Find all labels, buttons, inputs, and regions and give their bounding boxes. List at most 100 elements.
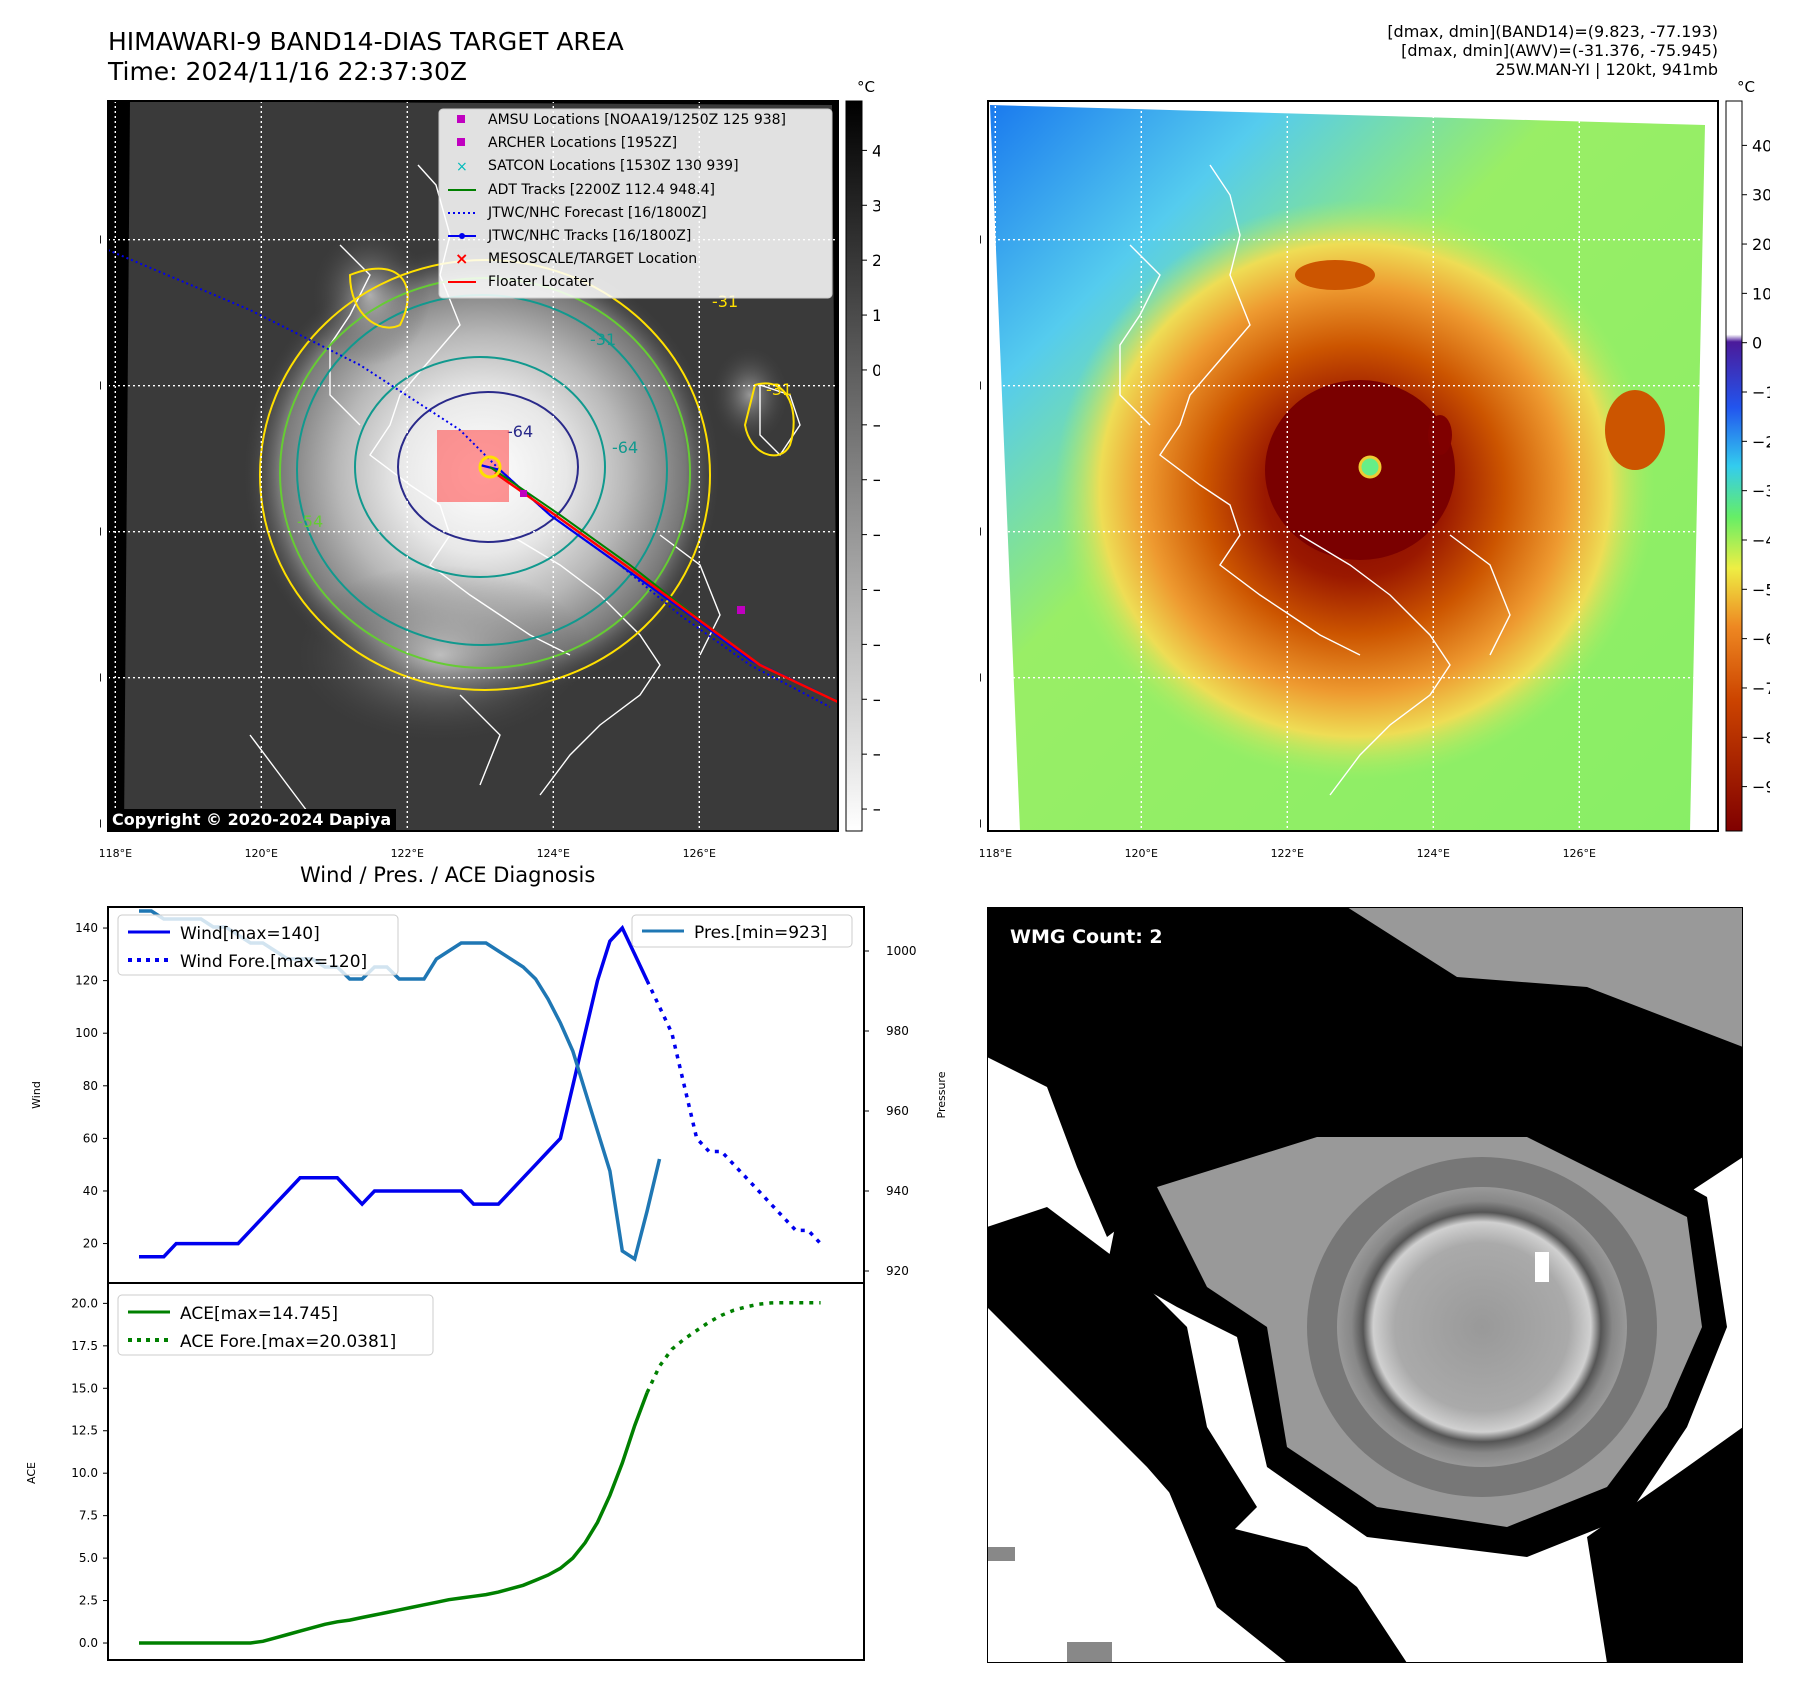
lat-tick-label: 18°N <box>100 234 102 247</box>
wind-forecast-series-line <box>645 979 822 1245</box>
legend-amsu-icon <box>457 115 465 123</box>
colorbar-tick-label: −10 <box>872 416 880 435</box>
wind-tick-label: 60 <box>83 1131 98 1145</box>
colorbar-tick-label: −50 <box>872 635 880 654</box>
lon-tick-label: 126°E <box>1563 847 1596 860</box>
contour-label: -54 <box>297 512 323 531</box>
ace-tick-label: 0.0 <box>79 1636 98 1650</box>
lon-tick-label: 124°E <box>1417 847 1450 860</box>
ace-panel-frame <box>107 1282 865 1661</box>
colorbar-tick-label: 20 <box>1752 235 1770 254</box>
ace-lines <box>139 1300 821 1645</box>
wind-tick-label: 120 <box>75 974 98 988</box>
pressure-tick-label: 940 <box>886 1184 909 1198</box>
lat-tick-label: 12°N <box>100 672 102 685</box>
lon-tick-label: 120°E <box>1125 847 1158 860</box>
ace-tick-label: 10.0 <box>71 1466 98 1480</box>
ace-tick-label: 15.0 <box>71 1381 98 1395</box>
colorbar-tick-label: 30 <box>872 196 880 215</box>
ace-axis-ticks: 0.0 2.5 5.0 7.5 10.0 12.5 15.0 17.5 20.0 <box>71 1296 108 1650</box>
ir-axis-ticks: 118°E 120°E 122°E 124°E 126°E 18°N 16°N 14°N 12°… <box>100 234 716 860</box>
pressure-legend: Pres.[min=923] <box>631 914 853 948</box>
colorbar-tick-label: 40 <box>872 141 880 160</box>
wv-colorbar-ticks: 40 30 20 10 0 −10 −20 −30 −40 −50 −60 −70 −80 −90 <box>1742 136 1770 797</box>
wind-tick-label: 140 <box>75 921 98 935</box>
ace-tick-label: 12.5 <box>71 1424 98 1438</box>
ace-tick-label: 7.5 <box>79 1509 98 1523</box>
ace-tick-label: 5.0 <box>79 1551 98 1565</box>
ace-legend: ACE[max=14.745] ACE Fore.[max=20.0381] <box>117 1294 434 1356</box>
wv-coastlines <box>1119 164 1511 796</box>
eye-center-pixel <box>1535 1252 1549 1282</box>
pressure-axis-ticks: 920 940 960 980 1000 <box>864 944 917 1278</box>
ace-forecast-series-line <box>645 1300 821 1394</box>
colorbar-tick-label: −80 <box>1752 728 1770 747</box>
ir-colorbar <box>845 100 863 832</box>
amsu-marker <box>737 606 745 614</box>
lat-tick-label: 16°N <box>980 380 982 393</box>
lat-tick-label: 12°N <box>980 672 982 685</box>
wv-colorbar-unit: °C <box>1737 78 1755 96</box>
contour-label: -64 <box>507 422 533 441</box>
colorbar-tick-label: −40 <box>1752 531 1770 550</box>
legend-label: ARCHER Locations [1952Z] <box>488 135 677 151</box>
legend-label: MESOSCALE/TARGET Location <box>488 251 697 267</box>
wind-tick-label: 80 <box>83 1079 98 1093</box>
colorbar-tick-label: −40 <box>872 580 880 599</box>
wind-legend: Wind[max=140] Wind Fore.[max=120] <box>117 914 399 976</box>
colorbar-tick-label: 20 <box>872 251 880 270</box>
legend-label: JTWC/NHC Forecast [16/1800Z] <box>487 205 707 221</box>
lat-tick-label: 14°N <box>100 526 102 539</box>
colorbar-tick-label: −60 <box>1752 630 1770 649</box>
wind-ylabel: Wind <box>30 1081 43 1109</box>
storm-info: 25W.MAN-YI | 120kt, 941mb <box>1495 60 1718 79</box>
lat-tick-label: 10°N <box>980 818 982 831</box>
ir-colorbar-unit: °C <box>857 78 875 96</box>
lon-tick-label: 118°E <box>100 847 132 860</box>
legend-satcon-icon: × <box>456 159 468 175</box>
archer-marker <box>520 490 527 497</box>
colorbar-tick-label: −20 <box>872 471 880 490</box>
lon-tick-label: 118°E <box>980 847 1012 860</box>
copyright-badge: Copyright © 2020-2024 Dapiya <box>107 809 397 830</box>
legend-target-icon: × <box>455 249 468 268</box>
legend-label: Wind[max=140] <box>180 924 320 944</box>
legend-label: ACE Fore.[max=20.0381] <box>180 1332 396 1352</box>
wmg-count-badge: WMG Count: 2 <box>1002 922 1171 952</box>
pressure-tick-label: 920 <box>886 1264 909 1278</box>
wv-eye <box>1358 455 1382 479</box>
legend-label: ACE[max=14.745] <box>180 1304 338 1324</box>
legend-label: Pres.[min=923] <box>694 923 827 943</box>
legend-label: AMSU Locations [NOAA19/1250Z 125 938] <box>488 112 786 128</box>
colorbar-tick-label: −50 <box>1752 580 1770 599</box>
colorbar-tick-label: 0 <box>1752 334 1762 353</box>
colorbar-tick-label: −70 <box>872 745 880 764</box>
wind-axis-ticks: 20 40 60 80 100 120 140 <box>75 921 108 1251</box>
dmax-awv: [dmax, dmin](AWV)=(-31.376, -75.945) <box>1401 41 1718 60</box>
pressure-tick-label: 1000 <box>886 944 917 958</box>
colorbar-tick-label: −80 <box>872 800 880 819</box>
diagnosis-chart: 20 40 60 80 100 120 140 920 940 960 980 1000 0.0 2.… <box>25 906 948 1661</box>
pressure-ylabel: Pressure <box>935 1071 948 1118</box>
colorbar-tick-label: 0 <box>872 361 880 380</box>
figure-time: Time: 2024/11/16 22:37:30Z <box>108 57 467 86</box>
storm-eye-marker <box>478 455 502 479</box>
colorbar-tick-label: −90 <box>1752 778 1770 797</box>
colorbar-tick-label: 40 <box>1752 136 1770 155</box>
ace-tick-label: 2.5 <box>79 1594 98 1608</box>
legend-label: ADT Tracks [2200Z 112.4 948.4] <box>488 182 715 198</box>
mesoscale-target-box <box>437 430 509 502</box>
colorbar-tick-label: −30 <box>872 526 880 545</box>
colorbar-tick-label: −70 <box>1752 679 1770 698</box>
wind-tick-label: 100 <box>75 1026 98 1040</box>
dmax-info: [dmax, dmin](BAND14)=(9.823, -77.193) [d… <box>1387 22 1718 79</box>
wind-series-line <box>139 924 649 1259</box>
map-legend: × × AMSU Locations [NOAA19/1250Z 125 938… <box>438 108 833 299</box>
ace-ylabel: ACE <box>25 1462 38 1484</box>
lon-tick-label: 120°E <box>245 847 278 860</box>
colorbar-tick-label: 10 <box>1752 284 1770 303</box>
ace-tick-label: 17.5 <box>71 1339 98 1353</box>
ir-map-frame <box>107 100 839 832</box>
pressure-tick-label: 960 <box>886 1104 909 1118</box>
ace-tick-label: 20.0 <box>71 1296 98 1310</box>
